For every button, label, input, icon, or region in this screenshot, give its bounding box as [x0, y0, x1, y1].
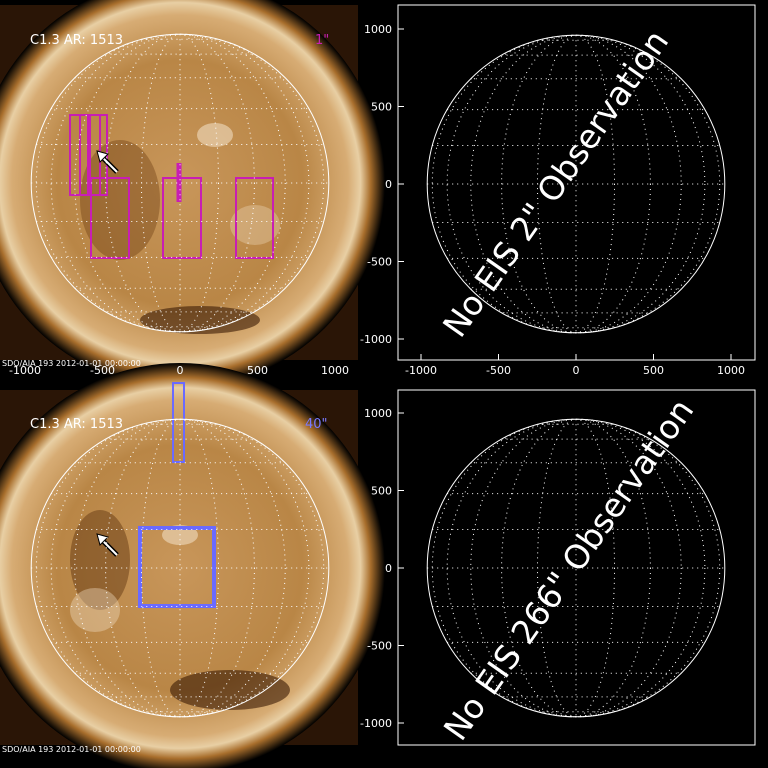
- meridian: [74, 418, 286, 718]
- solar-grid: [426, 34, 726, 334]
- panel-label: C1.3 AR: 1513: [30, 417, 123, 432]
- ticks: -1000 -500 0 500 1000 -1000 -500 0 500 1000 1000 50…: [9, 23, 745, 730]
- meridian: [431, 418, 721, 718]
- x-tick-label: 1000: [321, 364, 349, 377]
- y-tick-label: -1000: [360, 333, 392, 346]
- x-tick-label: -500: [486, 364, 511, 377]
- y-tick-label: 500: [371, 485, 392, 498]
- solar-grid: [30, 33, 330, 333]
- sun-image-bottom: [0, 363, 385, 768]
- x-tick-label: 500: [643, 364, 664, 377]
- arrow: [96, 150, 119, 174]
- footer: SDO/AIA 193 2012-01-01 00:00:00: [2, 745, 141, 754]
- meridian: [470, 418, 682, 718]
- x-tick-label: 0: [177, 364, 184, 377]
- meridian: [470, 34, 682, 334]
- y-tick-label: 500: [371, 101, 392, 114]
- meridian: [35, 33, 325, 333]
- x-tick-label: 1000: [717, 364, 745, 377]
- footer: SDO/AIA 193 2012-01-01 00:00:00: [2, 359, 141, 368]
- y-tick-label: 1000: [364, 407, 392, 420]
- meridian: [35, 418, 325, 718]
- meridian: [50, 418, 310, 718]
- sun-image-top: [0, 0, 385, 388]
- y-tick-label: 1000: [364, 23, 392, 36]
- panel-label: C1.3 AR: 1513: [30, 33, 123, 48]
- eis-boxes: [138, 382, 216, 608]
- solar-grid: [426, 418, 726, 718]
- y-tick-label: -1000: [360, 717, 392, 730]
- x-tick-label: 0: [573, 364, 580, 377]
- size-label: 40": [305, 417, 328, 432]
- y-tick-label: 0: [385, 562, 392, 575]
- y-tick-label: 0: [385, 178, 392, 191]
- eis-boxes: [69, 114, 274, 259]
- y-tick-label: -500: [367, 256, 392, 269]
- x-tick-label: -1000: [9, 364, 41, 377]
- y-tick-label: -500: [367, 640, 392, 653]
- x-tick-label: -500: [90, 364, 115, 377]
- meridian: [50, 33, 310, 333]
- solar-grid: [30, 418, 330, 718]
- x-tick-label: 500: [247, 364, 268, 377]
- meridian: [431, 34, 721, 334]
- x-tick-label: -1000: [405, 364, 437, 377]
- meridian: [74, 33, 286, 333]
- size-label: 1": [315, 33, 329, 48]
- arrow: [96, 533, 119, 557]
